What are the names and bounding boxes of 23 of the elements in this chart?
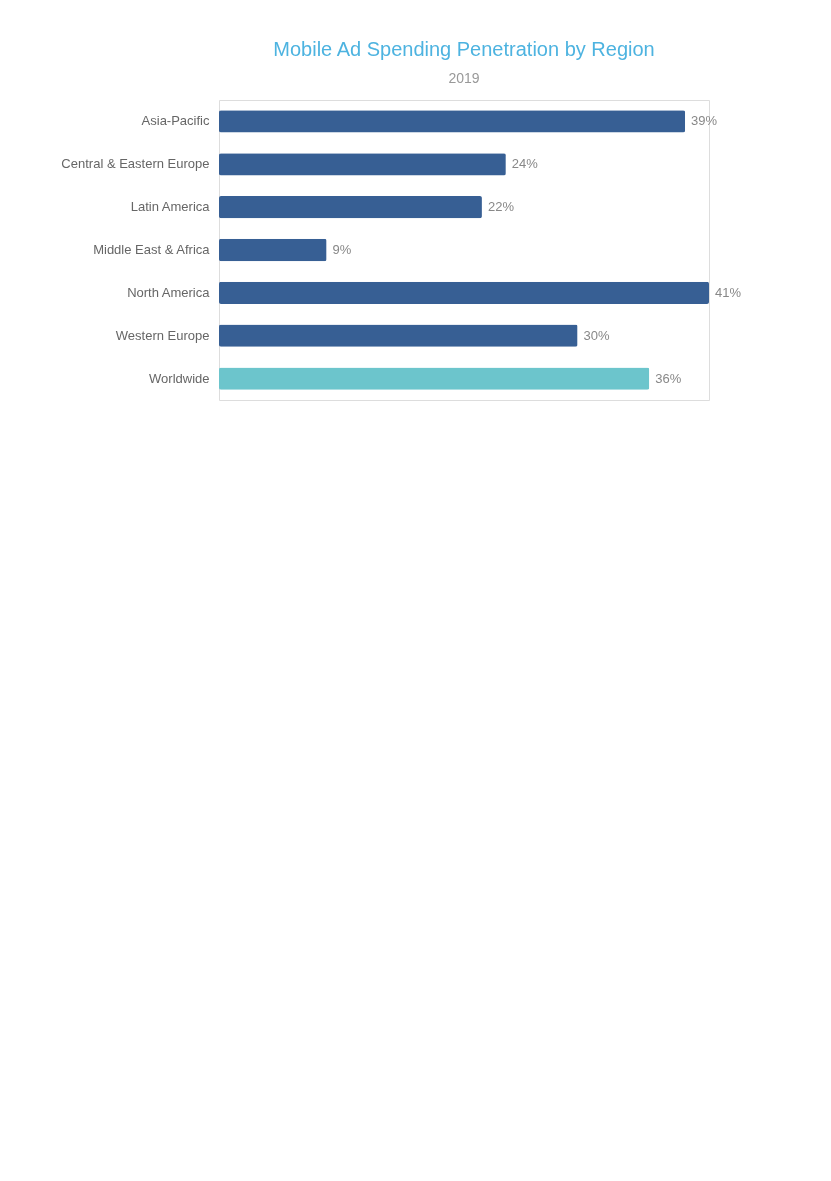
data-label: 9% [332, 242, 352, 257]
data-label: 41% [715, 284, 742, 300]
data-label: 39% [691, 113, 718, 129]
bar [219, 281, 709, 304]
bar [219, 196, 482, 219]
chart-title: Mobile Ad Spending Penetration by Region [273, 38, 655, 60]
data-label: 36% [655, 370, 682, 386]
data-label: 24% [511, 156, 539, 172]
bar [219, 153, 506, 176]
chart-subtitle: 2019 [448, 70, 480, 86]
y-tick-label: Middle East & Africa [93, 242, 211, 257]
y-tick-label: Asia-Pacific [141, 113, 210, 129]
y-tick-label: Central & Eastern Europe [61, 156, 210, 172]
y-tick-label: Western Europe [115, 327, 210, 343]
y-tick-label: North America [127, 284, 211, 300]
bar [219, 238, 327, 262]
bar [219, 110, 686, 133]
y-tick-label: Worldwide [149, 370, 210, 386]
data-label: 30% [583, 327, 610, 343]
bar [219, 367, 650, 390]
y-tick-label: Latin America [130, 199, 211, 215]
data-label: 22% [487, 199, 515, 215]
bar [219, 324, 578, 347]
